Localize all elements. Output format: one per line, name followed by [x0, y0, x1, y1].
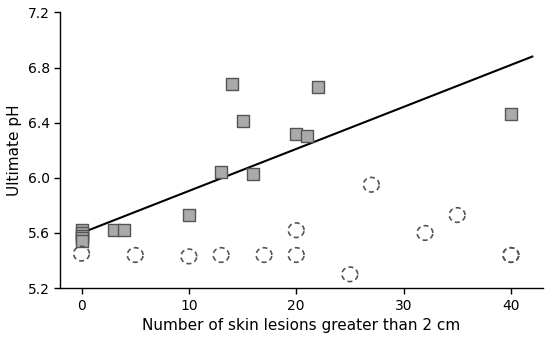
Point: [120, 227, 129, 233]
Point: [77, 230, 86, 236]
Point: [238, 119, 247, 124]
Point: [314, 84, 322, 89]
Point: [507, 112, 515, 117]
Point: [77, 238, 86, 244]
Point: [217, 170, 226, 175]
Point: [77, 233, 86, 238]
Point: [184, 212, 193, 218]
X-axis label: Number of skin lesions greater than 2 cm: Number of skin lesions greater than 2 cm: [142, 318, 461, 333]
Point: [302, 134, 311, 139]
Point: [77, 227, 86, 233]
Point: [109, 227, 118, 233]
Point: [292, 131, 301, 136]
Point: [227, 81, 236, 87]
Point: [77, 236, 86, 241]
Point: [249, 171, 257, 176]
Y-axis label: Ultimate pH: Ultimate pH: [7, 104, 22, 196]
